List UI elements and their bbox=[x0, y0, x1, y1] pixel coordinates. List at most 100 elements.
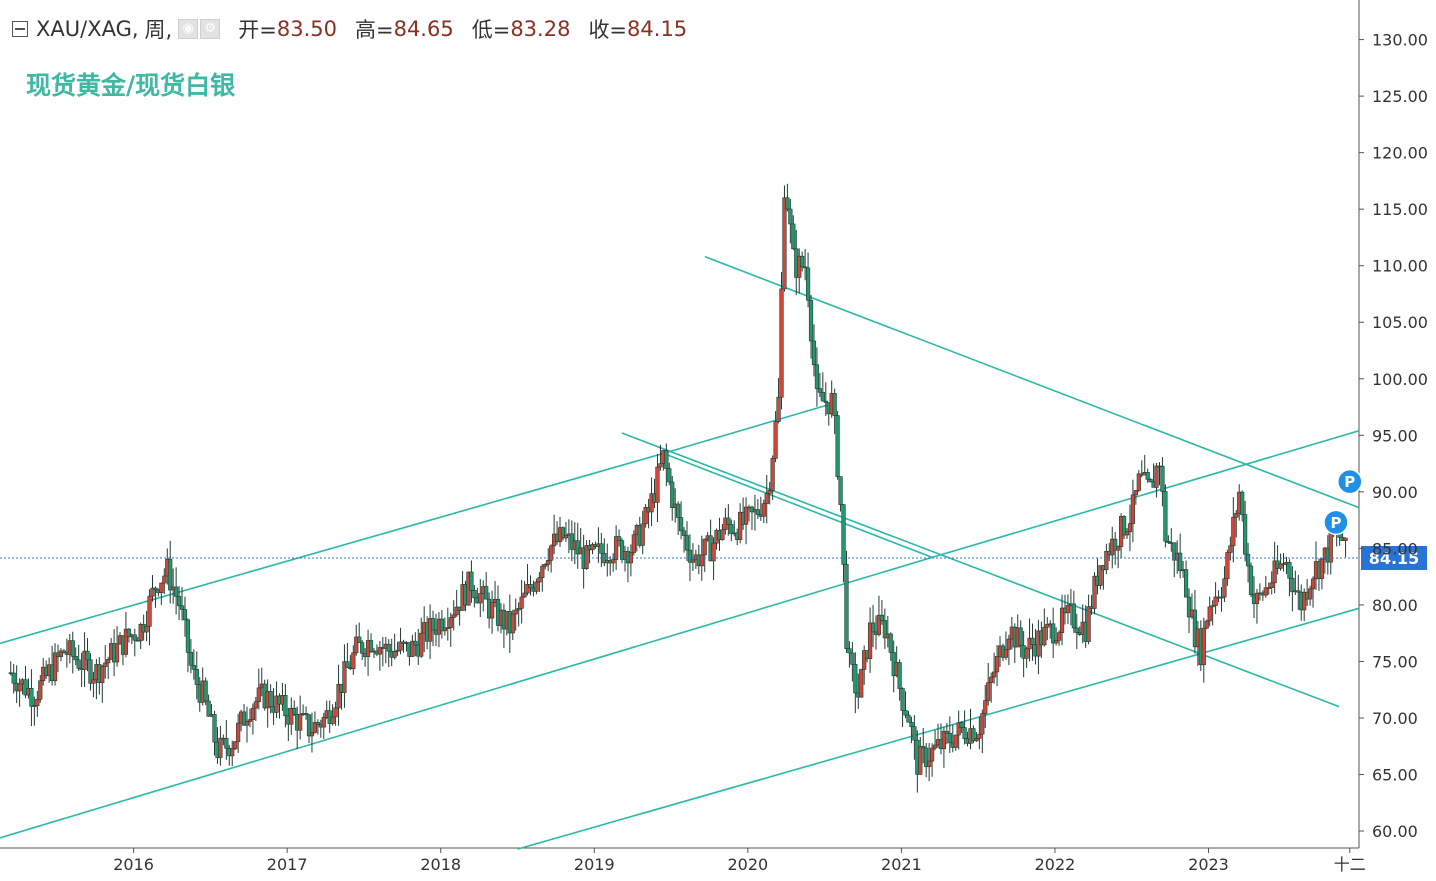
candle-down bbox=[1166, 540, 1171, 543]
candle-up bbox=[953, 734, 958, 748]
candle-down bbox=[224, 737, 229, 749]
candle-up bbox=[1307, 588, 1313, 600]
candle-down bbox=[667, 468, 672, 483]
candle-up bbox=[253, 701, 258, 709]
candle-up bbox=[398, 641, 403, 651]
candle-up bbox=[761, 503, 766, 517]
candle-up bbox=[1278, 563, 1283, 569]
visibility-toggle-icon[interactable]: ◉ bbox=[178, 19, 199, 39]
x-axis-labels: 2016 2017 2018 2019 2020 2021 2022 2023 十二 bbox=[113, 848, 1366, 874]
candle-up bbox=[351, 652, 356, 670]
candle-down bbox=[345, 661, 350, 668]
event-pin-icon bbox=[1323, 509, 1349, 536]
candle-down bbox=[838, 476, 843, 505]
candle-up bbox=[35, 698, 40, 706]
x-tick-label: 2018 bbox=[420, 855, 461, 874]
candle-down bbox=[1172, 542, 1177, 561]
collapse-legend-icon[interactable] bbox=[12, 21, 28, 37]
event-pin-label: P bbox=[1330, 514, 1341, 532]
candle-down bbox=[1121, 516, 1127, 536]
candle-up bbox=[442, 627, 447, 632]
candle-up bbox=[522, 592, 527, 598]
candle-down bbox=[357, 636, 362, 643]
candle-up bbox=[395, 649, 400, 652]
candle-down bbox=[168, 558, 173, 591]
candle-up bbox=[150, 587, 155, 597]
candle-up bbox=[38, 680, 43, 700]
candle-up bbox=[309, 732, 315, 737]
candle-up bbox=[1272, 560, 1277, 584]
candle-up bbox=[333, 707, 338, 718]
candle-up bbox=[702, 538, 707, 556]
candle-up bbox=[614, 536, 619, 560]
candle-down bbox=[73, 656, 78, 661]
event-marker-layer: PP bbox=[1323, 468, 1363, 536]
candle-up bbox=[342, 661, 347, 693]
candle-down bbox=[755, 509, 760, 515]
settings-gear-icon[interactable]: ⚙ bbox=[200, 19, 221, 39]
candle-down bbox=[575, 540, 580, 555]
candle-down bbox=[206, 700, 211, 717]
y-tick-label: 100.00 bbox=[1372, 370, 1428, 389]
candle-down bbox=[850, 652, 855, 665]
candle-up bbox=[779, 288, 784, 398]
candle-down bbox=[76, 659, 81, 669]
candle-down bbox=[616, 536, 622, 541]
candle-up bbox=[525, 583, 530, 594]
candle-down bbox=[903, 710, 908, 716]
candle-up bbox=[649, 493, 654, 513]
candle-up bbox=[1086, 606, 1091, 642]
candle-down bbox=[283, 694, 288, 717]
candle-up bbox=[58, 650, 64, 657]
candle-up bbox=[256, 687, 261, 702]
y-tick-label: 130.00 bbox=[1372, 31, 1428, 50]
trendline bbox=[663, 402, 833, 455]
candle-down bbox=[888, 633, 893, 653]
candle-up bbox=[445, 627, 450, 629]
x-tick-label: 2023 bbox=[1188, 855, 1229, 874]
candle-up bbox=[1228, 545, 1233, 553]
trendline bbox=[931, 430, 1360, 559]
y-tick-label: 70.00 bbox=[1372, 709, 1418, 728]
candle-up bbox=[354, 636, 359, 654]
candle-up bbox=[1024, 648, 1029, 659]
candle-up bbox=[516, 608, 521, 611]
candle-down bbox=[820, 392, 825, 402]
trendline bbox=[0, 452, 664, 645]
candle-down bbox=[1192, 609, 1198, 648]
candle-up bbox=[91, 679, 96, 684]
candle-down bbox=[1245, 553, 1251, 567]
candle-down bbox=[70, 640, 75, 657]
candle-up bbox=[1266, 587, 1271, 589]
candle-up bbox=[1213, 596, 1218, 606]
candle-up bbox=[1269, 582, 1274, 588]
candle-up bbox=[699, 554, 704, 567]
candle-down bbox=[811, 340, 817, 366]
candle-down bbox=[413, 640, 418, 646]
candle-up bbox=[1204, 620, 1209, 629]
candle-up bbox=[974, 738, 979, 742]
candle-up bbox=[519, 596, 524, 609]
candle-down bbox=[1163, 491, 1168, 542]
candle-up bbox=[392, 650, 397, 658]
candle-down bbox=[962, 727, 967, 739]
candle-down bbox=[1290, 577, 1295, 593]
candle-up bbox=[867, 622, 873, 660]
chart-title: 现货黄金/现货白银 bbox=[26, 71, 236, 100]
candle-up bbox=[1059, 607, 1065, 633]
candle-down bbox=[788, 208, 793, 225]
candle-up bbox=[448, 617, 453, 628]
candle-down bbox=[1145, 472, 1150, 480]
candle-up bbox=[611, 559, 616, 564]
candle-down bbox=[684, 535, 690, 551]
y-tick-label: 105.00 bbox=[1372, 313, 1428, 332]
candle-up bbox=[1254, 592, 1260, 605]
candle-up bbox=[1136, 473, 1141, 491]
candle-down bbox=[853, 664, 858, 694]
y-tick-label: 125.00 bbox=[1372, 87, 1428, 106]
y-tick-label: 120.00 bbox=[1372, 144, 1428, 163]
candle-down bbox=[599, 543, 604, 554]
candle-up bbox=[1225, 552, 1230, 580]
